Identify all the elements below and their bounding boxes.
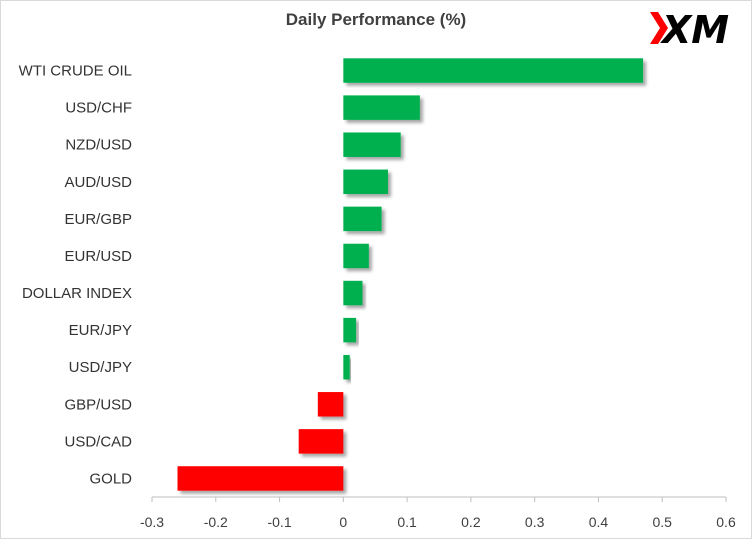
category-label-gold: GOLD (89, 470, 132, 487)
category-label-eur-jpy: EUR/JPY (69, 322, 132, 339)
bar-wti-crude-oil (343, 58, 644, 83)
x-tick-label: 0.5 (652, 514, 672, 530)
bar-usd-chf (343, 95, 420, 120)
x-tick-label: 0.4 (589, 514, 609, 530)
bar-usd-jpy (343, 354, 350, 380)
category-label-dollar-index: DOLLAR INDEX (22, 285, 132, 302)
x-tick-label: 0.2 (461, 514, 481, 530)
x-tick-label: -0.2 (204, 514, 228, 530)
category-label-gbp-usd: GBP/USD (64, 396, 132, 413)
bar-gold (177, 466, 344, 491)
bar-nzd-usd (343, 132, 401, 157)
bar-gbp-usd (317, 392, 344, 417)
category-label-eur-gbp: EUR/GBP (64, 211, 132, 228)
category-label-usd-jpy: USD/JPY (69, 359, 132, 376)
x-tick-label: 0.6 (716, 514, 736, 530)
chart-title: Daily Performance (%) (285, 10, 467, 29)
bar-eur-gbp (343, 206, 382, 232)
category-label-nzd-usd: NZD/USD (65, 137, 132, 154)
category-label-usd-chf: USD/CHF (65, 100, 132, 117)
category-label-aud-usd: AUD/USD (64, 174, 132, 191)
category-labels: WTI CRUDE OIL USD/CHF NZD/USD AUD/USD EUR/GB… (19, 63, 133, 488)
category-label-wti-crude-oil: WTI CRUDE OIL (19, 63, 132, 80)
bar-aud-usd (343, 169, 388, 195)
bar-usd-cad (298, 429, 344, 454)
bar-dollar-index (343, 280, 363, 306)
bar-eur-usd (343, 243, 369, 269)
x-tick-label: 0 (339, 514, 347, 530)
x-tick-label: 0.3 (525, 514, 545, 530)
x-tick-label: 0.1 (397, 514, 417, 530)
bar-eur-jpy (343, 317, 357, 343)
x-tick-label: -0.3 (140, 514, 164, 530)
x-tick-label: -0.1 (267, 514, 291, 530)
category-label-usd-cad: USD/CAD (64, 433, 132, 450)
xm-logo: XM (648, 6, 744, 55)
category-label-eur-usd: EUR/USD (64, 248, 132, 265)
x-axis: -0.3 -0.2 -0.1 0 0.1 0.2 0.3 0.4 0.5 0.6 (140, 496, 736, 530)
bars-layer (177, 58, 644, 491)
svg-text:XM: XM (660, 8, 729, 50)
